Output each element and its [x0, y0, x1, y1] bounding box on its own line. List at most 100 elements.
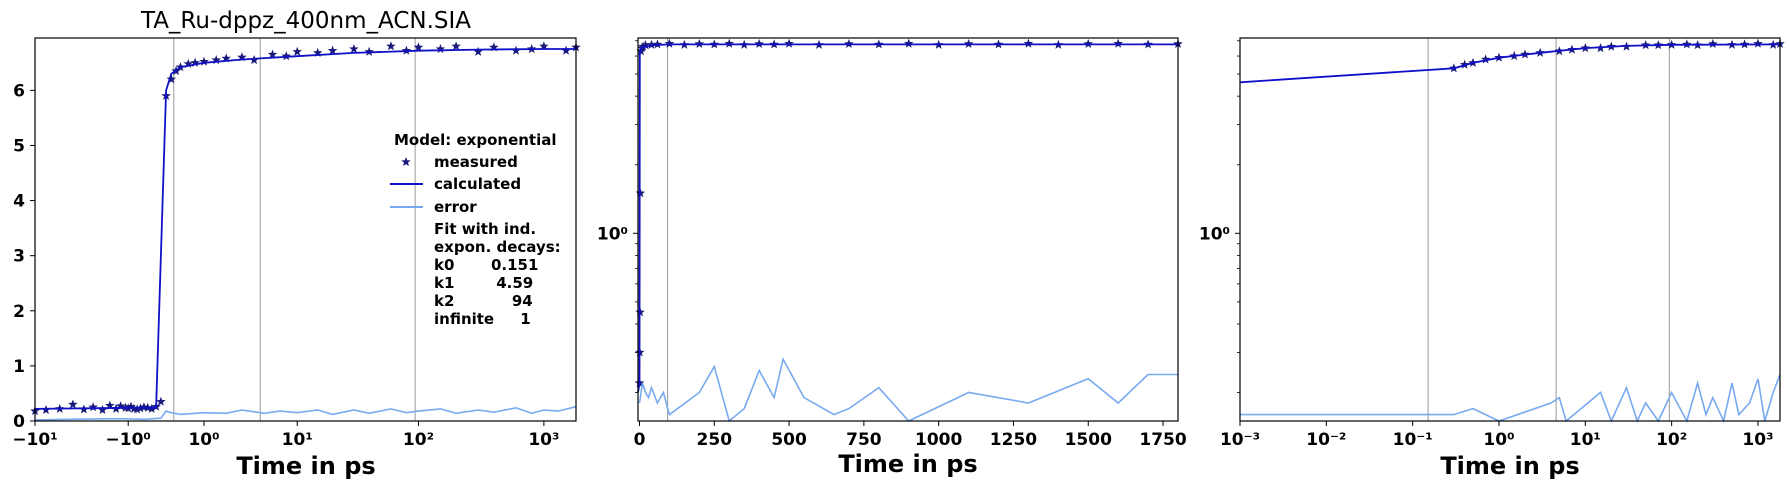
panel-left-measured-point	[281, 51, 292, 61]
panel-middle-measured-point	[652, 39, 663, 49]
panel-left-ticks: −10¹ −10⁰ 10⁰ 10¹ 10² 10³ 0 1 2 3 4 5 6	[12, 81, 559, 450]
panel-middle-measured-point	[724, 38, 734, 48]
panel-middle-calculated-line	[637, 43, 1178, 393]
panel-middle-xlabel: Time in ps	[838, 450, 977, 478]
legend-measured-label: measured	[434, 153, 518, 171]
panel-left-measured-point	[292, 46, 302, 56]
panel-left-measured-point	[364, 46, 374, 56]
panel-left-measured-point	[451, 41, 461, 51]
panel-left-xtick-label: −10⁰	[106, 430, 151, 450]
panel-right-ytick-label: 10⁰	[1199, 224, 1230, 244]
panel-left-measured-point	[105, 400, 115, 410]
panel-left-measured-point	[221, 53, 231, 63]
panel-middle-measured-point	[754, 38, 764, 48]
panel-left-ytick-label: 0	[13, 412, 25, 432]
panel-right-measured-point	[1753, 38, 1763, 48]
panel-right-xtick-label: 10⁻¹	[1393, 430, 1433, 450]
panel-left-measured-point	[183, 58, 194, 68]
panel-right-measured-point	[1480, 54, 1491, 64]
panel-left-measured-point	[190, 57, 200, 67]
panel-left-ytick-label: 6	[13, 81, 25, 101]
panel-right-xtick-label: 10⁻³	[1220, 430, 1260, 450]
panel-left-ytick-label: 2	[13, 302, 25, 322]
panel-middle-xtick-label: 1250	[990, 430, 1037, 450]
panel-left-measured-point	[199, 56, 209, 66]
legend-fit-k2: k2 94	[434, 292, 533, 310]
panel-right-vlines	[1427, 38, 1670, 421]
panel-middle-measured-point	[784, 38, 794, 48]
panel-right-xtick-label: 10³	[1742, 430, 1773, 450]
panel-right-xtick-label: 10⁰	[1483, 430, 1514, 450]
panel-left-measured-point	[386, 41, 396, 51]
panel-left-measured-point	[539, 41, 549, 51]
panel-middle-xtick-label: 1500	[1065, 430, 1112, 450]
panel-left-ytick-label: 4	[13, 192, 25, 212]
panel-left-measured-point	[156, 396, 166, 406]
panel-middle-xtick-label: 1750	[1139, 430, 1186, 450]
panel-left-measured-point	[473, 46, 483, 56]
panel-left-measured-point	[237, 52, 247, 62]
panel-middle-xtick-label: 0	[634, 430, 646, 450]
panel-right-xtick-label: 10¹	[1570, 430, 1601, 450]
panel-right: 10⁻³ 10⁻² 10⁻¹ 10⁰ 10¹ 10² 10³ 10⁰ Time in ps	[1199, 37, 1785, 480]
panel-left-xtick-label: 10⁰	[188, 430, 219, 450]
panel-left-measured-point	[126, 401, 136, 411]
legend-error-label: error	[434, 198, 477, 216]
legend-fit-infinite: infinite 1	[434, 310, 531, 328]
panel-left-error-line	[34, 405, 577, 421]
panel-right-series	[1239, 38, 1785, 424]
panel-right-xtick-label: 10²	[1656, 430, 1687, 450]
panel-left-xtick-label: 10²	[403, 430, 434, 450]
panel-left-frame	[34, 37, 577, 422]
panel-left-vlines	[173, 38, 416, 421]
panel-middle-ytick-label: 10⁰	[597, 224, 628, 244]
panel-right-error-line	[1240, 374, 1781, 424]
panel-left-calculated-line	[34, 48, 576, 410]
legend-fit-k0: k0 0.151	[434, 256, 538, 274]
panel-middle-xtick-label: 1000	[915, 430, 962, 450]
panel-middle-xtick-label: 750	[846, 430, 882, 450]
chart-title: TA_Ru-dppz_400nm_ACN.SIA	[140, 8, 471, 34]
panel-middle-error-line	[638, 356, 1178, 423]
panel-left-measured-point	[401, 45, 412, 55]
panel-middle-series	[634, 38, 1183, 423]
panel-left-measured-point	[166, 74, 177, 84]
panel-left-ytick-label: 5	[13, 136, 25, 156]
panel-middle-measured-point	[844, 38, 854, 48]
panel-middle-ticks: 0 250 500 750 1000 1250 1500 1750 10⁰	[597, 40, 1187, 450]
panel-right-xlabel: Time in ps	[1440, 452, 1579, 480]
panel-middle-measured-point	[664, 38, 675, 48]
panel-left-measured-point	[435, 44, 446, 54]
legend: Model: exponential measured calculated e…	[390, 131, 561, 328]
panel-right-measured-point	[1459, 59, 1470, 69]
panel-left-xtick-label: 10¹	[282, 430, 313, 450]
panel-middle-xtick-label: 500	[771, 430, 807, 450]
legend-measured-marker	[401, 157, 411, 167]
panel-right-measured-point	[1708, 38, 1718, 48]
panel-left-measured-point	[132, 404, 142, 414]
panel-left-measured-point	[413, 42, 424, 52]
legend-fit-k1: k1 4.59	[434, 274, 533, 292]
panel-left-ytick-label: 1	[13, 357, 25, 377]
panel-left-measured-point	[511, 45, 521, 55]
panel-left-series	[30, 41, 581, 421]
panel-left-measured-point	[489, 42, 499, 52]
panel-left-measured-point	[115, 401, 126, 411]
panel-left-measured-point	[68, 399, 78, 409]
panel-left-measured-point	[561, 45, 571, 55]
panel-right-frame	[1239, 37, 1781, 422]
panel-right-calculated-line	[1239, 43, 1781, 84]
panel-middle: 0 250 500 750 1000 1250 1500 1750 10⁰ Time in ps	[597, 37, 1187, 478]
legend-title: Model: exponential	[394, 131, 557, 149]
panel-middle-measured-point	[638, 41, 648, 51]
panel-middle-measured-point	[963, 38, 974, 48]
legend-star	[401, 157, 411, 167]
panel-middle-frame	[637, 37, 1179, 422]
legend-fit-line-2: expon. decays:	[434, 238, 561, 256]
panel-right-xtick-label: 10⁻²	[1306, 430, 1346, 450]
panel-middle-measured-point	[1113, 38, 1123, 48]
panel-middle-xtick-label: 250	[697, 430, 733, 450]
panel-left-measured-point	[327, 45, 338, 55]
legend-fit-line-1: Fit with ind.	[434, 220, 536, 238]
